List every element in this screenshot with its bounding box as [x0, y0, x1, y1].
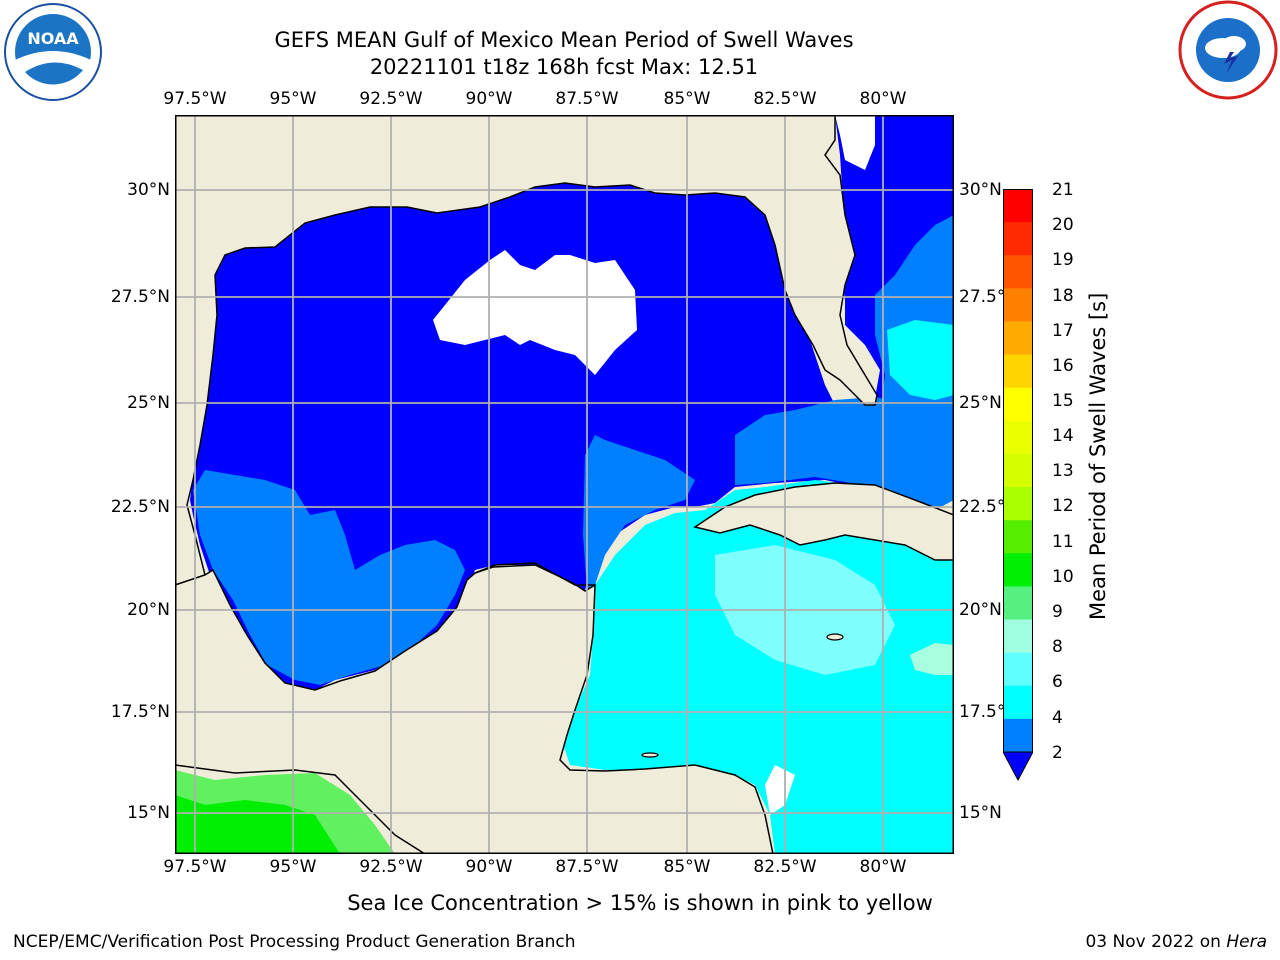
lon-label-bottom: 97.5°W: [163, 857, 227, 877]
lon-label-bottom: 95°W: [269, 857, 317, 877]
cuba-land: [693, 482, 954, 561]
lat-label-right: 30°N: [959, 180, 1002, 200]
colorbar-tick: 6: [1052, 672, 1063, 692]
noaa-logo-text: NOAA: [27, 29, 79, 48]
lat-label-left: 27.5°N: [110, 287, 170, 307]
colorbar-tick: 21: [1052, 180, 1074, 200]
lon-label-bottom: 85°W: [663, 857, 711, 877]
lon-label-bottom: 82.5°W: [753, 857, 817, 877]
sea-ice-note: Sea Ice Concentration > 15% is shown in …: [347, 891, 933, 915]
colorbar-segment: [1003, 619, 1033, 654]
colorbar-extension: [1002, 751, 1034, 782]
colorbar-tick: 13: [1052, 461, 1074, 481]
colorbar-segment: [1003, 652, 1033, 687]
colorbar-segment: [1003, 288, 1033, 322]
colorbar-tick: 9: [1052, 602, 1063, 622]
island-jamaica: [826, 633, 844, 641]
map-panel: [175, 115, 954, 854]
colorbar-tick: 15: [1052, 391, 1074, 411]
lat-label-right: 25°N: [959, 393, 1002, 413]
footer-branch: NCEP/EMC/Verification Post Processing Pr…: [13, 932, 576, 952]
lon-label-top: 85°W: [663, 89, 711, 109]
colorbar-segment: [1003, 553, 1033, 587]
colorbar-segment: [1003, 321, 1033, 356]
gulf-swell-4-6-west: [193, 470, 465, 685]
colorbar-segment: [1003, 387, 1033, 422]
pacific-swell-11-12: [175, 795, 340, 854]
map-frame: [175, 115, 954, 854]
colorbar: [1002, 189, 1034, 782]
colorbar-label: Mean Period of Swell Waves [s]: [1086, 292, 1110, 620]
noaa-logo: NOAA: [3, 2, 103, 102]
undefined-big-bend: [835, 115, 875, 170]
footer-machine: Hera: [1226, 932, 1267, 952]
lat-label-right: 15°N: [959, 803, 1002, 823]
colorbar-tick: 4: [1052, 708, 1063, 728]
colorbar-tick: 14: [1052, 426, 1074, 446]
lat-label-left: 30°N: [127, 180, 170, 200]
lat-label-left: 17.5°N: [110, 702, 170, 722]
gulf-swell-4-6-central: [583, 435, 695, 590]
colorbar-segment: [1003, 520, 1033, 554]
colorbar-segment: [1003, 354, 1033, 389]
colorbar-tick: 16: [1052, 356, 1074, 376]
us-coastline-land: [175, 115, 878, 586]
undefined-central-gulf: [433, 250, 637, 375]
colorbar-tick: 11: [1052, 532, 1074, 552]
colorbar-tick: 20: [1052, 215, 1074, 235]
colorbar-tick: 12: [1052, 496, 1074, 516]
lon-label-top: 92.5°W: [359, 89, 423, 109]
colorbar-segment: [1003, 685, 1033, 720]
lon-label-bottom: 87.5°W: [555, 857, 619, 877]
colorbar-segment: [1003, 586, 1033, 621]
lon-label-bottom: 80°W: [859, 857, 907, 877]
colorbar-tick: 19: [1052, 250, 1074, 270]
colorbar-tick: 17: [1052, 321, 1074, 341]
colorbar-segment: [1003, 222, 1033, 256]
footer-date-text: 03 Nov 2022 on: [1085, 932, 1227, 952]
lat-label-right: 20°N: [959, 600, 1002, 620]
colorbar-segment: [1003, 255, 1033, 289]
colorbar-tick: 8: [1052, 637, 1063, 657]
graticule: [175, 115, 954, 854]
lon-label-top: 97.5°W: [163, 89, 227, 109]
colorbar-segment: [1003, 718, 1033, 753]
caribbean-swell-9-10: [910, 643, 954, 675]
lat-label-left: 25°N: [127, 393, 170, 413]
colorbar-tick: 2: [1052, 743, 1063, 763]
island-cayman: [641, 752, 659, 758]
colorbar-segment: [1003, 189, 1033, 223]
colorbar-tick: 18: [1052, 286, 1074, 306]
undefined-pacific-edge: [765, 765, 795, 815]
colorbar-tick: 10: [1052, 567, 1074, 587]
lon-label-top: 90°W: [465, 89, 513, 109]
colorbar-segment: [1003, 420, 1033, 455]
lon-label-top: 82.5°W: [753, 89, 817, 109]
mexico-land: [175, 564, 774, 854]
colorbar-frame: [1003, 189, 1033, 753]
chart-title: GEFS MEAN Gulf of Mexico Mean Period of …: [274, 28, 854, 52]
colorbar-segment: [1003, 487, 1033, 521]
footer-date: 03 Nov 2022 on Hera: [1085, 932, 1267, 952]
lon-label-bottom: 90°W: [465, 857, 513, 877]
lon-label-top: 95°W: [269, 89, 317, 109]
colorbar-segment: [1003, 453, 1033, 488]
lon-label-top: 80°W: [859, 89, 907, 109]
lat-label-left: 15°N: [127, 803, 170, 823]
chart-subtitle: 20221101 t18z 168h fcst Max: 12.51: [369, 55, 759, 79]
lon-label-bottom: 92.5°W: [359, 857, 423, 877]
nws-logo: [1178, 0, 1278, 100]
atlantic-swell-6-8: [887, 320, 954, 400]
lon-label-top: 87.5°W: [555, 89, 619, 109]
lat-label-left: 20°N: [127, 600, 170, 620]
lat-label-left: 22.5°N: [110, 497, 170, 517]
